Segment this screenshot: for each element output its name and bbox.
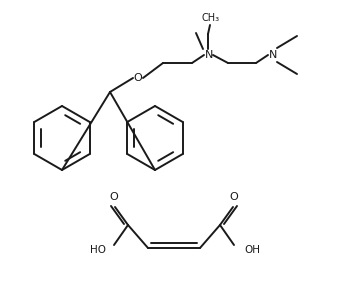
Text: CH₃: CH₃ — [202, 13, 220, 23]
Text: HO: HO — [90, 245, 106, 255]
Text: N: N — [205, 50, 213, 60]
Text: OH: OH — [244, 245, 260, 255]
Text: O: O — [110, 192, 118, 202]
Text: O: O — [230, 192, 238, 202]
Text: N: N — [269, 50, 277, 60]
Text: O: O — [133, 73, 142, 83]
